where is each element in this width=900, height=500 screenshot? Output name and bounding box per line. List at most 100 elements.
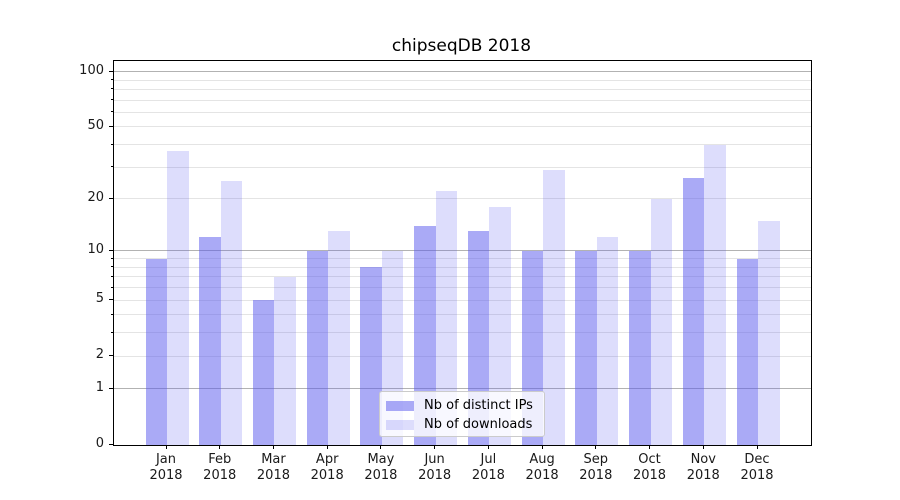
y-minor-tick-mark <box>111 79 113 81</box>
gridline-minor <box>114 99 811 101</box>
bar-distinct-ips-nov <box>682 178 705 445</box>
bar-distinct-ips-oct <box>629 250 651 445</box>
gridline-minor <box>114 258 811 260</box>
bar-downloads-sep <box>596 237 619 445</box>
y-tick-label: 10 <box>87 241 104 257</box>
legend-swatch-distinct-ips <box>386 400 414 411</box>
x-tick-mark <box>702 445 704 449</box>
x-tick-mark <box>487 445 489 449</box>
x-tick-mark <box>380 445 382 449</box>
y-tick-mark <box>109 70 113 72</box>
y-minor-tick-mark <box>111 313 113 315</box>
gridline-minor <box>114 355 811 357</box>
x-tick-mark <box>756 445 758 449</box>
x-tick-mark <box>595 445 597 449</box>
y-tick-label: 100 <box>79 62 104 78</box>
bar-downloads-aug <box>543 169 565 445</box>
y-minor-tick-mark <box>111 125 113 127</box>
gridline-minor <box>114 79 811 81</box>
x-tick-mark <box>326 445 328 449</box>
y-minor-tick-mark <box>111 143 113 145</box>
y-minor-tick-mark <box>111 266 113 268</box>
y-minor-tick-mark <box>111 275 113 277</box>
x-tick-mark <box>541 445 543 449</box>
gridline-minor <box>114 144 811 146</box>
y-minor-tick-mark <box>111 299 113 301</box>
y-minor-tick-mark <box>111 197 113 199</box>
gridline-minor <box>114 88 811 90</box>
x-tick-label-nov: Nov 2018 <box>686 452 720 483</box>
y-tick-label: 50 <box>87 117 104 133</box>
y-tick-label: 5 <box>95 291 104 307</box>
x-tick-label-aug: Aug 2018 <box>525 452 559 483</box>
gridline-minor <box>114 314 811 316</box>
y-tick-label: 0 <box>95 436 104 451</box>
x-tick-mark <box>219 445 221 449</box>
x-tick-mark <box>165 445 167 449</box>
x-tick-label-feb: Feb 2018 <box>203 452 237 483</box>
legend-swatch-downloads <box>386 419 414 430</box>
y-minor-tick-mark <box>111 355 113 357</box>
y-tick-label: 2 <box>95 347 104 363</box>
y-tick-mark <box>109 387 113 389</box>
bar-downloads-jan <box>167 150 189 445</box>
gridline-minor <box>114 299 811 301</box>
gridline-minor <box>114 198 811 200</box>
y-minor-tick-mark <box>111 88 113 90</box>
y-minor-tick-mark <box>111 166 113 168</box>
y-tick-label: 1 <box>95 379 104 395</box>
y-tick-mark <box>109 444 113 445</box>
x-tick-label-may: May 2018 <box>364 452 398 483</box>
plot-area <box>113 60 812 446</box>
bar-distinct-ips-jun <box>414 225 436 445</box>
bar-downloads-apr <box>328 231 350 445</box>
x-tick-label-jan: Jan 2018 <box>149 452 183 483</box>
y-minor-tick-mark <box>111 99 113 101</box>
bar-downloads-feb <box>220 181 243 445</box>
bar-distinct-ips-jan <box>145 258 167 445</box>
bar-downloads-mar <box>274 276 296 445</box>
gridline-major <box>114 388 811 390</box>
chart-title: chipseqDB 2018 <box>391 36 532 56</box>
y-tick-label: 20 <box>87 189 104 205</box>
y-minor-tick-mark <box>111 331 113 333</box>
gridline-minor <box>114 266 811 268</box>
gridline-minor <box>114 276 811 278</box>
gridline-minor <box>114 166 811 168</box>
bar-distinct-ips-apr <box>306 250 329 445</box>
bar-distinct-ips-feb <box>199 237 221 445</box>
legend-label-downloads: Nb of downloads <box>424 417 533 432</box>
legend-item-distinct-ips: Nb of distinct IPs <box>386 396 538 415</box>
bar-distinct-ips-may <box>360 267 382 445</box>
bar-distinct-ips-sep <box>575 250 597 445</box>
legend-label-distinct-ips: Nb of distinct IPs <box>424 398 533 413</box>
bar-downloads-oct <box>650 198 673 445</box>
y-tick-mark <box>109 249 113 251</box>
bar-downloads-jul <box>489 206 511 445</box>
x-tick-label-dec: Dec 2018 <box>740 452 774 483</box>
bar-downloads-jun <box>435 191 458 445</box>
x-tick-label-apr: Apr 2018 <box>310 452 344 483</box>
legend-item-downloads: Nb of downloads <box>386 415 538 434</box>
gridline-minor <box>114 332 811 334</box>
y-minor-tick-mark <box>111 111 113 113</box>
x-tick-label-jul: Jul 2018 <box>471 452 505 483</box>
x-tick-label-mar: Mar 2018 <box>256 452 290 483</box>
x-tick-label-jun: Jun 2018 <box>418 452 452 483</box>
x-tick-mark <box>272 445 274 449</box>
x-tick-mark <box>649 445 651 449</box>
x-tick-mark <box>434 445 436 449</box>
y-minor-tick-mark <box>111 257 113 259</box>
x-tick-label-sep: Sep 2018 <box>579 452 613 483</box>
bar-distinct-ips-dec <box>736 258 758 445</box>
y-minor-tick-mark <box>111 286 113 288</box>
bar-downloads-nov <box>704 144 726 445</box>
x-tick-label-oct: Oct 2018 <box>632 452 667 483</box>
gridline-minor <box>114 126 811 128</box>
gridline-minor <box>114 111 811 113</box>
bar-downloads-dec <box>758 220 780 445</box>
gridline-minor <box>114 287 811 289</box>
bar-distinct-ips-mar <box>252 300 275 445</box>
gridline-major <box>114 71 811 73</box>
